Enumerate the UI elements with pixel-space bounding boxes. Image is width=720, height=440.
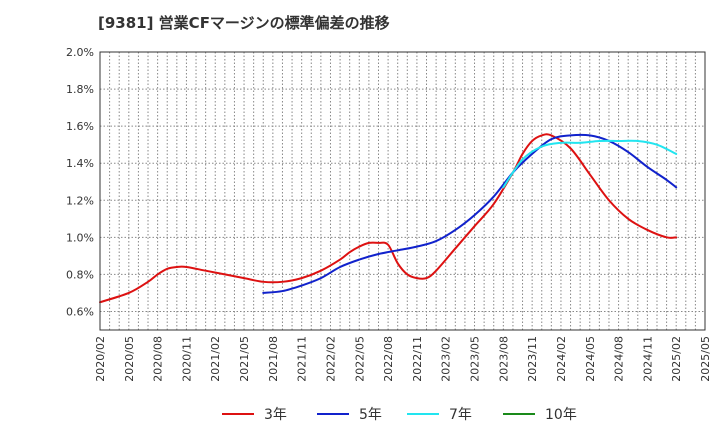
x-tick-label: 2020/08	[152, 336, 165, 382]
x-tick-label: 2024/08	[613, 336, 626, 382]
legend-label-3y: 3年	[264, 407, 287, 423]
x-tick-label: 2020/11	[180, 336, 193, 382]
x-tick-label: 2023/02	[440, 336, 453, 382]
x-tick-label: 2025/02	[670, 336, 683, 382]
series-line-3y	[99, 133, 678, 304]
series-line-7y	[502, 139, 678, 189]
x-tick-label: 2023/08	[497, 336, 510, 382]
x-tick-label: 2020/02	[94, 336, 107, 382]
legend-label-10y: 10年	[545, 407, 577, 423]
x-tick-label: 2025/05	[699, 336, 712, 382]
y-tick-label: 1.0%	[66, 231, 94, 244]
chart-title: [9381] 営業CFマージンの標準偏差の推移	[98, 14, 390, 32]
x-tick-label: 2022/05	[353, 336, 366, 382]
y-tick-label: 0.6%	[66, 305, 94, 318]
x-tick-label: 2021/02	[209, 336, 222, 382]
x-tick-label: 2024/05	[584, 336, 597, 382]
x-tick-label: 2020/05	[123, 336, 136, 382]
x-tick-label: 2022/02	[324, 336, 337, 382]
x-tick-label: 2024/11	[641, 336, 654, 382]
y-tick-label: 0.8%	[66, 268, 94, 281]
legend-label-5y: 5年	[359, 407, 382, 423]
y-tick-label: 1.4%	[66, 157, 94, 170]
x-tick-label: 2021/05	[238, 336, 251, 382]
legend: 3年 5年 7年 10年	[222, 407, 577, 423]
legend-label-7y: 7年	[449, 407, 472, 423]
x-tick-label: 2022/11	[411, 336, 424, 382]
series-line-5y	[262, 133, 678, 294]
y-tick-label: 1.8%	[66, 83, 94, 96]
x-tick-label: 2023/05	[469, 336, 482, 382]
y-tick-label: 1.2%	[66, 194, 94, 207]
y-axis: 2.0% 1.8% 1.6% 1.4% 1.2% 1.0% 0.8% 0.6%	[66, 46, 94, 318]
x-tick-label: 2021/08	[267, 336, 280, 382]
x-tick-label: 2021/11	[296, 336, 309, 382]
plot-frame	[99, 51, 706, 331]
x-tick-label: 2024/02	[555, 336, 568, 382]
grid-layer	[100, 51, 705, 330]
x-axis: 2020/02 2020/05 2020/08 2020/11 2021/02 2021/…	[94, 336, 712, 382]
series-layer	[99, 133, 678, 304]
x-tick-label: 2022/08	[382, 336, 395, 382]
y-tick-label: 1.6%	[66, 120, 94, 133]
x-tick-label: 2023/11	[526, 336, 539, 382]
y-tick-label: 2.0%	[66, 46, 94, 59]
